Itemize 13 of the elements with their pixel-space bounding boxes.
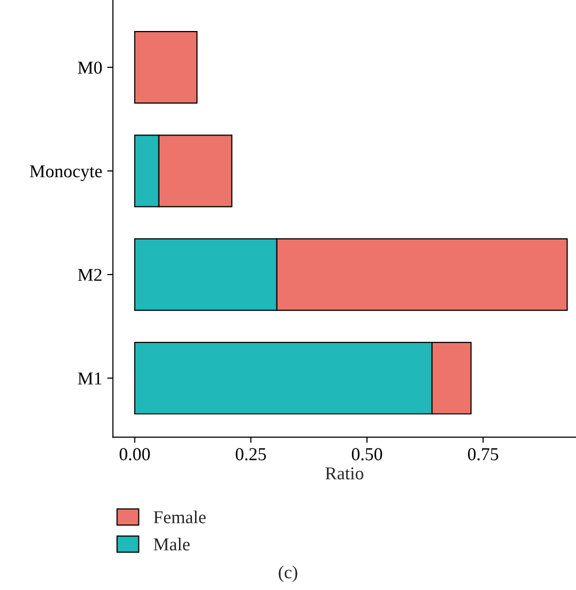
x-tick-label: 0.25 <box>236 448 266 460</box>
bar <box>134 31 198 104</box>
legend-label: Male <box>154 538 190 550</box>
y-tick-label: Monocyte <box>30 165 102 182</box>
legend-label: Female <box>154 510 206 524</box>
y-tick-label: M0 <box>78 62 102 74</box>
x-axis-title: Ratio <box>325 467 364 480</box>
y-tick-label: M2 <box>78 268 102 281</box>
x-tick-label: 0.75 <box>468 448 498 460</box>
text: (c) <box>278 566 298 582</box>
x-tick-label: 0.00 <box>120 448 150 460</box>
x-tick-label: 0.50 <box>352 448 382 460</box>
y-tick-label: M1 <box>78 372 102 384</box>
